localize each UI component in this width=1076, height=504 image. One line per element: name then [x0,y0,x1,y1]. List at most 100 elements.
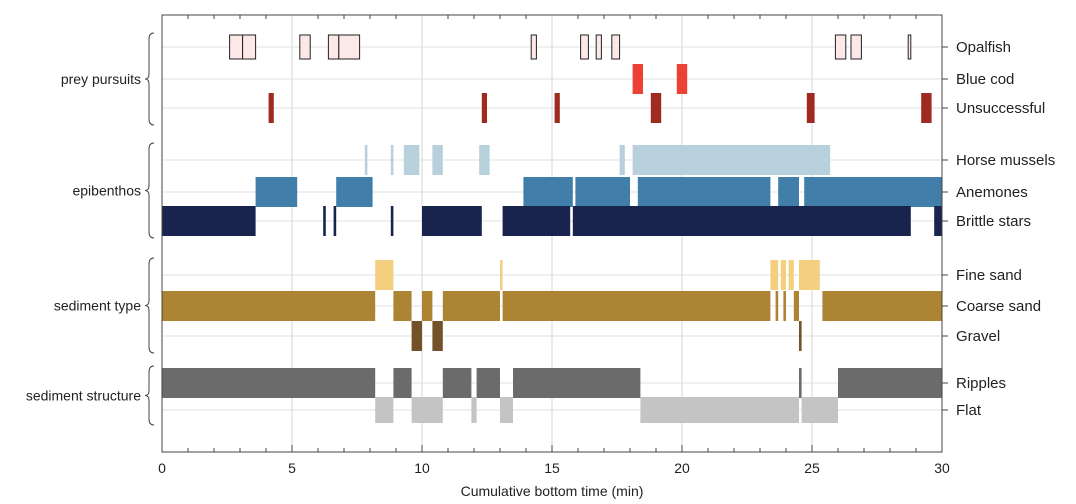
group-label-prey-pursuits: prey pursuits [61,71,141,87]
opalfish-bar [242,34,257,60]
anemones-bar [336,177,373,207]
opalfish-bar [327,34,340,60]
x-tick-label: 25 [804,460,820,476]
anemones-bar [804,177,942,207]
horse-mussels-bar [390,145,394,175]
bar-segments [162,34,942,423]
ripples-bar [162,368,376,398]
x-axis: 0 5 10 15 20 25 30 [158,15,950,476]
unsuccessful-bar [650,93,662,123]
group-labels: prey pursuits epibenthos sediment type sedi… [26,32,155,426]
unsuccessful-bar [268,93,274,123]
horse-mussels-bar [632,145,831,175]
horse-mussels-bar [479,145,490,175]
unsuccessful-bar [921,93,932,123]
fine-sand-bar [788,260,794,290]
opalfish-bar [834,34,847,60]
coarse-sand-bar [793,291,799,321]
flat-bar [471,397,477,423]
opalfish-bar [530,34,537,60]
track-label-anemones: Anemones [956,184,1028,201]
unsuccessful-bar [481,93,487,123]
group-brace [144,32,155,126]
opalfish-bar [580,34,589,60]
coarse-sand-bar [162,291,376,321]
fine-sand-bar [780,260,786,290]
flat-bar [801,397,838,423]
track-label-ripples: Ripples [956,375,1006,392]
fine-sand-bar [799,260,820,290]
horse-mussels-bar [364,145,368,175]
opalfish-bar [229,34,244,60]
coarse-sand-bar [775,291,779,321]
gravel-bar [799,321,802,351]
x-tick-label: 15 [544,460,560,476]
fine-sand-bar [375,260,394,290]
track-label-fine-sand: Fine sand [956,267,1022,284]
opalfish-bar [611,34,621,60]
fine-sand-bar [770,260,779,290]
opalfish-bar [907,34,912,60]
brittle-stars-bar [333,206,337,236]
group-label-sediment-type: sediment type [54,298,141,314]
track-label-brittle-stars: Brittle stars [956,213,1031,230]
track-label-flat: Flat [956,402,982,419]
anemones-bar [575,177,630,207]
coarse-sand-bar [442,291,500,321]
horse-mussels-bar [432,145,443,175]
horse-mussels-bar [403,145,420,175]
x-tick-label: 30 [934,460,950,476]
group-label-sediment-structure: sediment structure [26,388,141,404]
track-label-unsuccessful: Unsuccessful [956,100,1045,117]
flat-bar [500,397,513,423]
x-tick-label: 5 [288,460,296,476]
ripples-bar [442,368,472,398]
unsuccessful-bar [806,93,815,123]
coarse-sand-bar [502,291,771,321]
unsuccessful-bar [554,93,560,123]
anemones-bar [637,177,771,207]
track-label-horse-mussels: Horse mussels [956,152,1055,169]
track-labels: Opalfish Blue cod Unsuccessful Horse mussel… [942,39,1055,419]
group-brace [144,365,155,426]
x-axis-label: Cumulative bottom time (min) [461,483,644,499]
anemones-bar [778,177,799,207]
opalfish-bar [299,34,311,60]
ripples-bar [393,368,412,398]
horse-mussels-bar [619,145,625,175]
blue-cod-bar [676,64,688,94]
track-label-opalfish: Opalfish [956,39,1011,56]
coarse-sand-bar [822,291,942,321]
opalfish-bar [850,34,862,60]
track-label-blue-cod: Blue cod [956,71,1014,88]
coarse-sand-bar [422,291,433,321]
ripples-bar [838,368,942,398]
anemones-bar [523,177,573,207]
ripples-bar [799,368,802,398]
track-label-coarse-sand: Coarse sand [956,298,1041,315]
fine-sand-bar [500,260,503,290]
flat-bar [411,397,443,423]
brittle-stars-bar [390,206,394,236]
blue-cod-bar [632,64,643,94]
gravel-bar [411,321,422,351]
group-label-epibenthos: epibenthos [72,183,141,199]
brittle-stars-bar [572,206,911,236]
opalfish-bar [338,34,361,60]
ripples-bar [513,368,641,398]
flat-bar [375,397,394,423]
brittle-stars-bar [934,206,942,236]
group-brace [144,257,155,354]
track-label-gravel: Gravel [956,328,1000,345]
coarse-sand-bar [783,291,786,321]
x-tick-label: 10 [414,460,430,476]
x-tick-label: 20 [674,460,690,476]
group-brace [144,142,155,239]
ripples-bar [476,368,500,398]
brittle-stars-bar [422,206,482,236]
brittle-stars-bar [502,206,571,236]
brittle-stars-bar [162,206,256,236]
anemones-bar [255,177,298,207]
coarse-sand-bar [393,291,412,321]
